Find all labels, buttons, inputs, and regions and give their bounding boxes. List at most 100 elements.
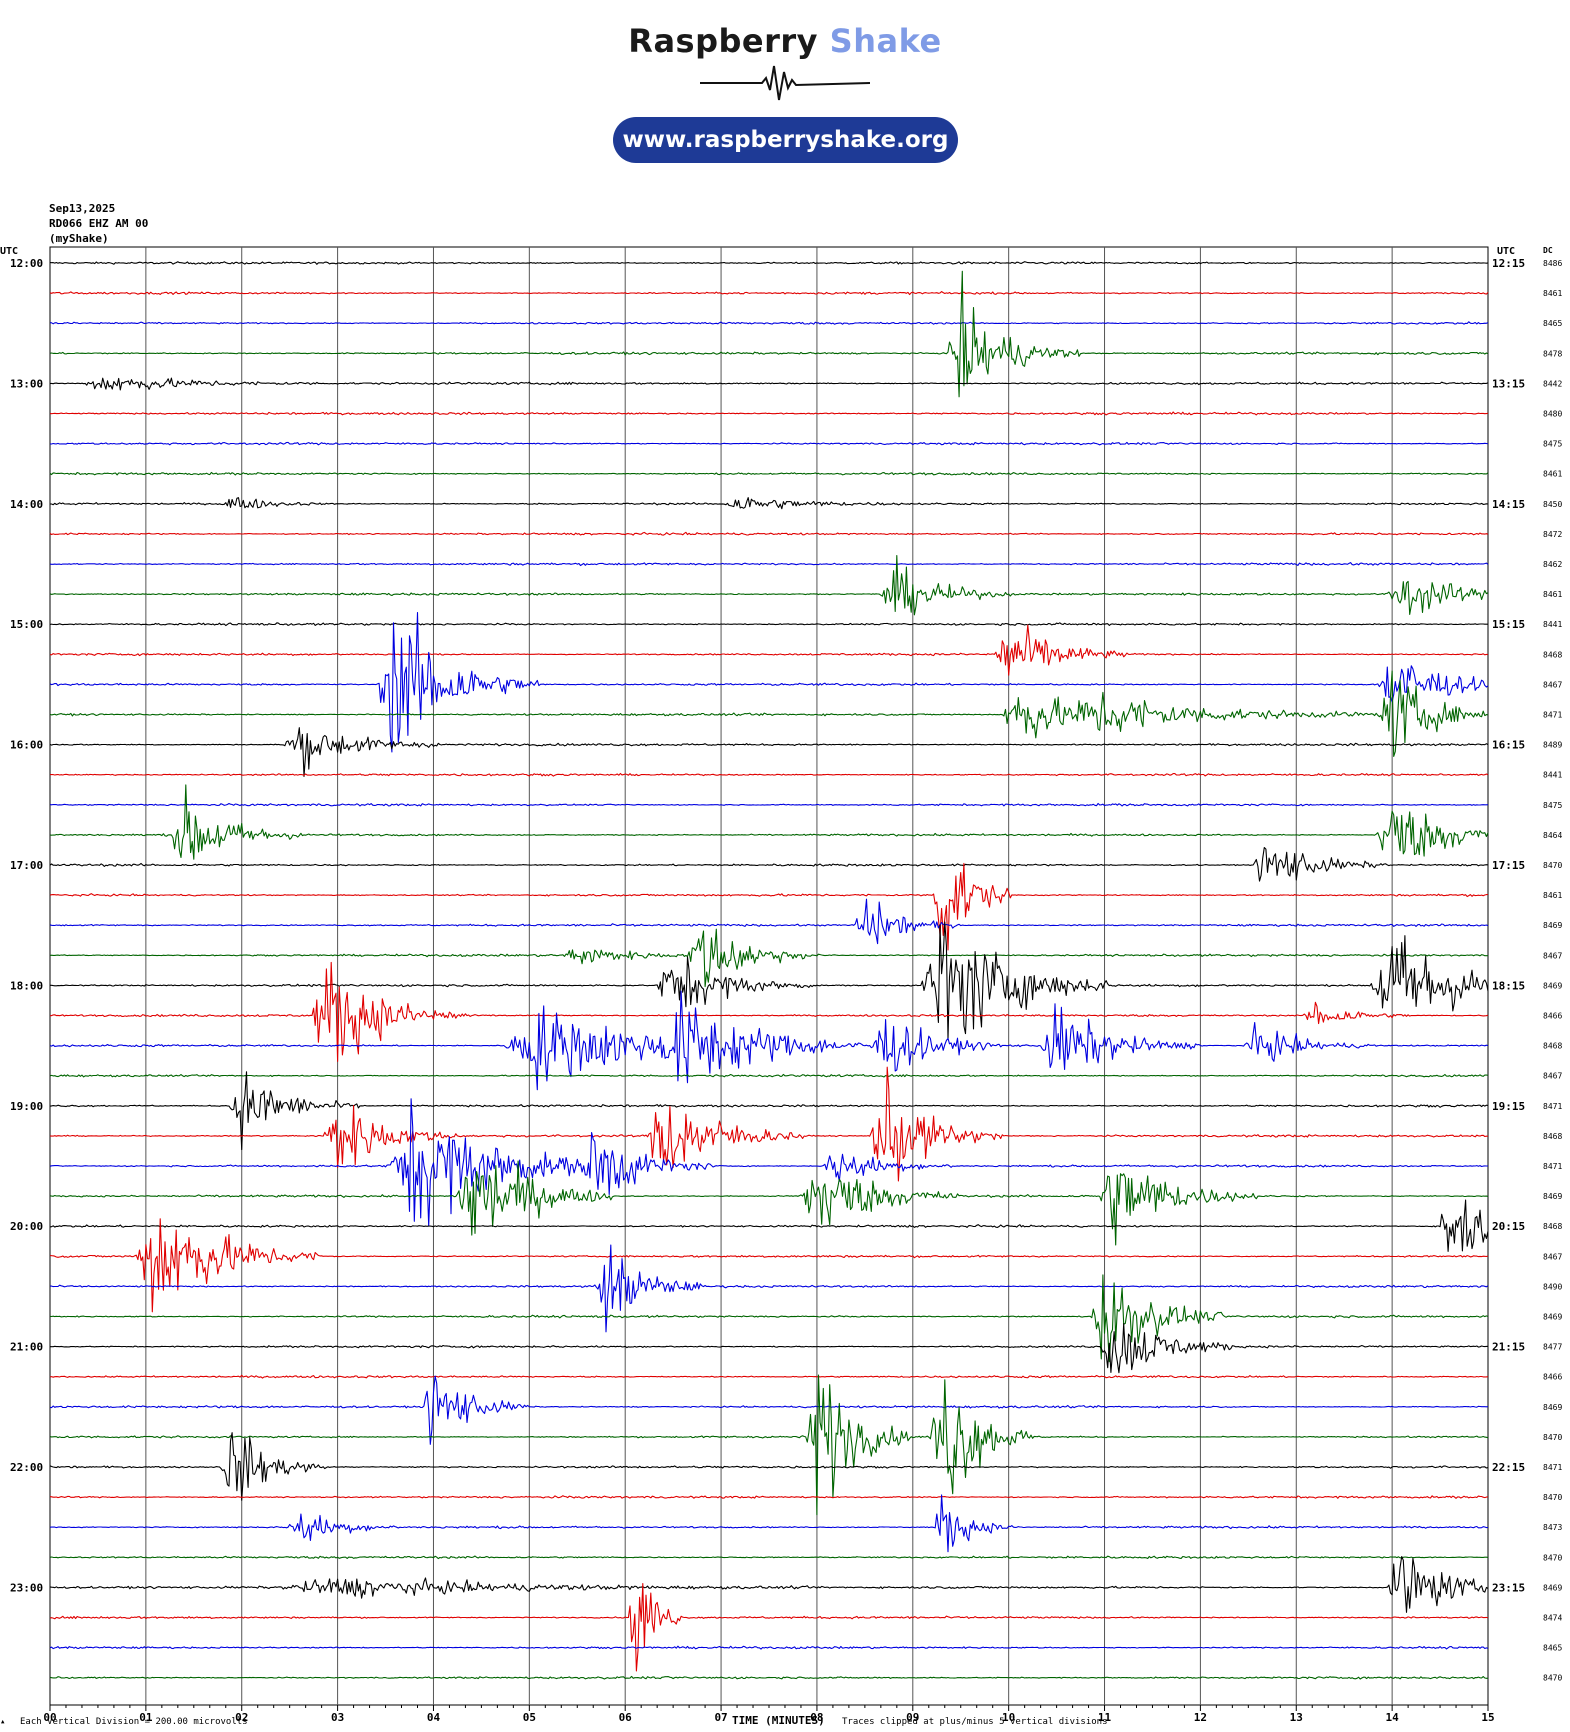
x-tick-label: 11 (1098, 1711, 1112, 1724)
dc-value: 8466 (1543, 1373, 1562, 1382)
dc-value: 8441 (1543, 620, 1562, 629)
seismic-trace (50, 921, 1489, 1040)
data-source: (myShake) (49, 232, 109, 245)
seismic-trace (49, 1675, 1489, 1680)
x-tick-label: 07 (714, 1711, 727, 1724)
x-tick-label: 09 (906, 1711, 919, 1724)
dc-value: 8461 (1543, 891, 1562, 900)
dc-value: 8471 (1543, 1463, 1562, 1472)
dc-value: 8461 (1543, 470, 1562, 479)
x-tick-label: 14 (1386, 1711, 1400, 1724)
x-tick-label: 12 (1194, 1711, 1207, 1724)
dc-value: 8468 (1543, 1042, 1562, 1051)
dc-value: 8470 (1543, 1493, 1562, 1502)
dc-value: 8470 (1543, 1553, 1562, 1562)
dc-value: 8464 (1543, 831, 1562, 840)
dc-value: 8489 (1543, 741, 1562, 750)
x-tick-label: 00 (43, 1711, 56, 1724)
x-tick-label: 02 (235, 1711, 248, 1724)
tiny-corner-mark: ▴ (0, 1717, 6, 1727)
dc-value: 8475 (1543, 440, 1562, 449)
dc-value: 8442 (1543, 379, 1562, 388)
seismic-trace (49, 1375, 1489, 1445)
seismograph-wave-icon (700, 65, 870, 101)
dc-value: 8477 (1543, 1343, 1562, 1352)
utc-left-label: UTC (0, 246, 19, 257)
utc-right-label: UTC (1497, 246, 1516, 257)
seismic-trace (49, 1071, 1489, 1151)
x-tick-label: 10 (1002, 1711, 1015, 1724)
time-label-right: 22:15 (1492, 1461, 1525, 1474)
x-tick-label: 06 (619, 1711, 633, 1724)
x-tick-label: 05 (523, 1711, 536, 1724)
time-label-left: 21:00 (10, 1341, 43, 1354)
dc-value: 8469 (1543, 981, 1562, 990)
website-link[interactable]: www.raspberryshake.org (613, 117, 958, 163)
time-label-left: 22:00 (10, 1461, 43, 1474)
seismic-trace (49, 1495, 1489, 1499)
dc-value: 8450 (1543, 500, 1562, 509)
time-label-right: 15:15 (1492, 618, 1525, 631)
time-label-right: 17:15 (1492, 859, 1525, 872)
seismic-trace (49, 612, 1489, 753)
dc-value: 8461 (1543, 590, 1562, 599)
logo-title: Raspberry Shake (0, 22, 1570, 60)
time-label-left: 14:00 (10, 498, 43, 511)
seismic-trace (49, 1556, 1489, 1613)
seismic-trace (49, 270, 1489, 398)
time-label-right: 18:15 (1492, 979, 1525, 992)
x-tick-label: 13 (1290, 1711, 1303, 1724)
time-label-right: 12:15 (1492, 257, 1525, 270)
seismic-trace (49, 291, 1489, 296)
dc-value: 8469 (1543, 1313, 1562, 1322)
time-label-right: 21:15 (1492, 1341, 1525, 1354)
seismic-trace (49, 1374, 1489, 1516)
dc-value: 8469 (1543, 921, 1562, 930)
raspberry-shake-logo: Raspberry Shake www.raspberryshake.org (0, 0, 1570, 180)
dc-value: 8461 (1543, 289, 1562, 298)
time-label-left: 16:00 (10, 739, 43, 752)
dc-value: 8470 (1543, 1433, 1562, 1442)
dc-value: 8468 (1543, 1222, 1562, 1231)
dc-value: 8467 (1543, 951, 1562, 960)
time-label-left: 19:00 (10, 1100, 43, 1113)
time-label-left: 18:00 (10, 979, 43, 992)
seismic-trace (49, 928, 1488, 988)
seismic-trace (49, 624, 1489, 676)
dc-value: 8467 (1543, 680, 1562, 689)
time-label-left: 23:00 (10, 1581, 43, 1594)
seismic-trace (49, 1583, 1489, 1672)
seismic-trace (49, 670, 1489, 757)
x-tick-label: 08 (810, 1711, 823, 1724)
seismic-trace (49, 261, 1489, 265)
seismic-trace (49, 846, 1489, 882)
seismic-trace (49, 1066, 1488, 1182)
dc-value: 8475 (1543, 801, 1562, 810)
time-label-right: 19:15 (1492, 1100, 1525, 1113)
seismic-trace (49, 555, 1489, 616)
dc-value: 8470 (1543, 861, 1562, 870)
logo-title-part2: Shake (829, 22, 942, 60)
seismic-trace (49, 441, 1489, 446)
dc-value: 8468 (1543, 650, 1562, 659)
dc-value: 8480 (1543, 410, 1562, 419)
dc-value: 8486 (1543, 259, 1562, 268)
dc-value: 8467 (1543, 1072, 1562, 1081)
seismic-trace (50, 497, 1489, 510)
plot-frame (49, 246, 1489, 1706)
seismic-trace (50, 1322, 1489, 1374)
x-tick-label: 01 (139, 1711, 153, 1724)
vertical-division-note: Each Vertical Division = 200.00 microvol… (20, 1717, 248, 1727)
seismic-trace (49, 411, 1489, 416)
dc-value: 8469 (1543, 1403, 1562, 1412)
dc-value: 8469 (1543, 1583, 1562, 1592)
x-tick-label: 04 (427, 1711, 441, 1724)
time-label-right: 23:15 (1492, 1581, 1525, 1594)
clip-note: Traces clipped at plus/minus 5 vertical … (842, 1717, 1108, 1727)
dc-value: 8465 (1543, 319, 1562, 328)
seismic-trace (49, 1199, 1489, 1252)
seismic-trace (49, 1555, 1489, 1560)
dc-value: 8462 (1543, 560, 1562, 569)
time-label-left: 15:00 (10, 618, 43, 631)
